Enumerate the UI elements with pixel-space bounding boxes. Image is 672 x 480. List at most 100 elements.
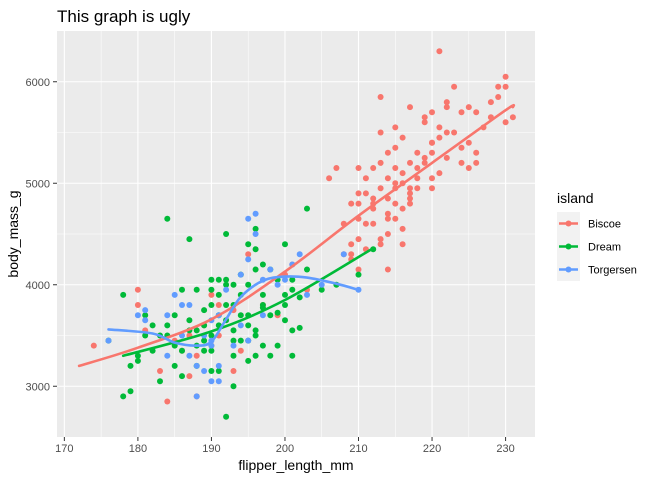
data-point <box>473 109 480 116</box>
data-point <box>421 154 428 161</box>
data-point <box>274 309 281 316</box>
data-point <box>502 83 509 90</box>
data-point <box>267 352 274 359</box>
data-point <box>186 352 193 359</box>
data-point <box>208 347 215 354</box>
data-point <box>377 159 384 166</box>
data-point <box>179 286 185 293</box>
legend-label: Dream <box>588 242 621 254</box>
data-point <box>377 129 384 136</box>
series-dream-smooth-line <box>121 246 375 358</box>
data-point <box>252 246 259 253</box>
data-point <box>465 104 472 111</box>
data-point <box>289 352 296 359</box>
data-point <box>186 236 193 243</box>
data-point <box>237 322 244 329</box>
legend-label: Torgersen <box>588 265 637 277</box>
data-point <box>223 281 230 288</box>
data-point <box>193 352 200 359</box>
y-axis: 3000 4000 5000 6000 <box>26 77 57 393</box>
major-gridlines <box>57 31 535 437</box>
data-point <box>451 129 458 136</box>
data-point <box>429 139 435 146</box>
legend-title: island <box>557 190 594 206</box>
data-point <box>355 271 362 278</box>
data-point <box>370 220 377 227</box>
data-point <box>451 83 458 90</box>
legend-item-biscoe: Biscoe <box>557 212 621 235</box>
data-point <box>164 352 171 359</box>
data-point <box>245 215 252 222</box>
x-tick-label: 180 <box>129 443 147 455</box>
data-point <box>407 200 413 207</box>
data-point <box>436 124 443 131</box>
data-point <box>355 266 362 273</box>
data-point <box>259 302 266 308</box>
data-point <box>245 256 252 263</box>
data-point <box>134 312 141 319</box>
data-point <box>282 241 288 248</box>
smooth-lines-layer <box>77 103 516 368</box>
data-point <box>215 291 222 298</box>
data-point <box>473 149 480 156</box>
data-point <box>208 378 215 385</box>
data-point <box>134 286 141 293</box>
data-point <box>318 286 325 293</box>
data-point <box>289 276 296 283</box>
data-point <box>407 104 413 111</box>
data-point <box>429 185 435 192</box>
data-point <box>282 317 288 324</box>
data-point <box>502 119 509 126</box>
data-point <box>392 124 399 131</box>
data-point <box>193 286 200 293</box>
data-point <box>282 302 288 308</box>
data-point <box>157 378 163 385</box>
data-point <box>502 73 509 80</box>
legend: island Biscoe Dream Torgersen <box>557 190 637 281</box>
data-point <box>436 170 443 177</box>
data-point <box>421 119 428 126</box>
data-point <box>208 368 215 374</box>
data-point <box>223 276 230 283</box>
data-point <box>193 362 200 369</box>
data-point <box>495 94 502 100</box>
data-point <box>90 342 97 349</box>
y-tick-label: 3000 <box>26 381 50 393</box>
data-point <box>421 159 428 166</box>
x-tick-label: 200 <box>276 443 294 455</box>
data-point <box>237 347 244 354</box>
data-point <box>340 251 347 258</box>
data-point <box>436 48 443 55</box>
data-point <box>245 251 252 258</box>
x-tick-label: 210 <box>349 443 367 455</box>
data-point <box>282 291 288 298</box>
data-point <box>399 205 406 212</box>
data-point <box>318 281 325 288</box>
data-point <box>362 190 369 197</box>
data-point <box>193 327 200 334</box>
data-point <box>208 332 215 339</box>
data-point <box>142 317 149 324</box>
data-point <box>384 215 391 222</box>
series-biscoe-points <box>90 48 516 405</box>
data-point <box>105 337 112 344</box>
data-point <box>407 195 413 202</box>
data-point <box>164 398 171 405</box>
data-point <box>274 281 281 288</box>
data-point <box>259 261 266 268</box>
data-point <box>370 195 377 202</box>
data-point <box>355 236 362 243</box>
data-point <box>237 337 244 344</box>
data-point <box>230 352 237 359</box>
data-point <box>259 291 266 298</box>
data-point <box>355 190 362 197</box>
data-point <box>208 291 215 298</box>
data-point <box>399 225 406 232</box>
data-point <box>230 368 237 374</box>
data-point <box>392 165 399 171</box>
data-point <box>208 286 215 293</box>
data-point <box>443 129 450 136</box>
legend-item-torgersen: Torgersen <box>557 258 637 281</box>
data-point <box>414 165 421 171</box>
